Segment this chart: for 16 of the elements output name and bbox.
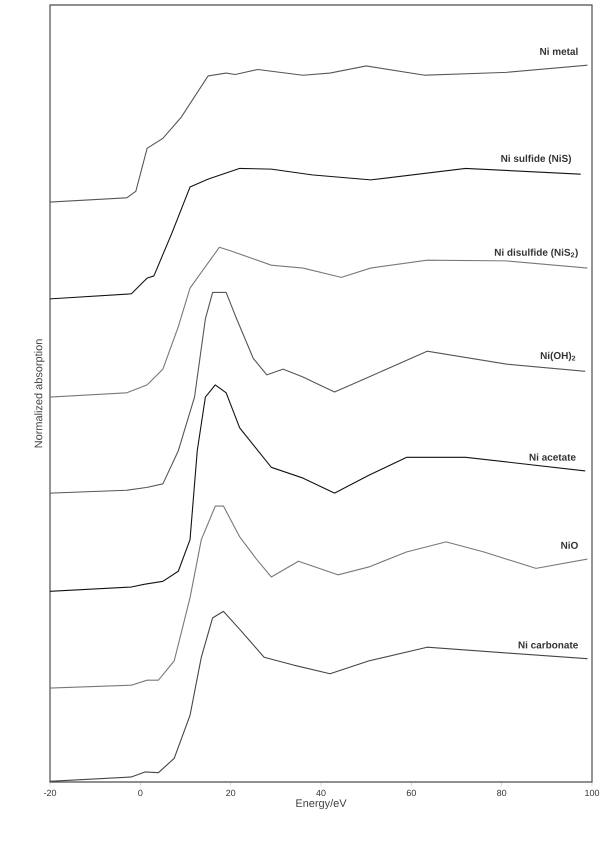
series-label: Ni disulfide (NiS$_{2}$) (494, 248, 578, 258)
x-axis-title: Energy/eV (296, 798, 347, 810)
series-label: NiO (561, 542, 578, 549)
x-tick-label: 80 (497, 790, 506, 796)
series-label: Ni metal (540, 48, 578, 55)
x-tick-label: 0 (138, 790, 142, 796)
series-label: Ni carbonate (518, 641, 578, 648)
x-tick-label: 60 (406, 790, 416, 796)
x-tick-label: 40 (316, 790, 326, 796)
y-axis-title: Normalized absorption (34, 339, 44, 448)
series-label: Ni(OH)$_{2}$ (540, 352, 576, 362)
x-tick-label: 100 (585, 790, 600, 796)
x-tick-label: 20 (226, 790, 236, 796)
series-label: Ni acetate (530, 453, 576, 461)
series-label: Ni sulfide (NiS) (501, 154, 572, 164)
x-tick-label: -20 (44, 790, 56, 796)
